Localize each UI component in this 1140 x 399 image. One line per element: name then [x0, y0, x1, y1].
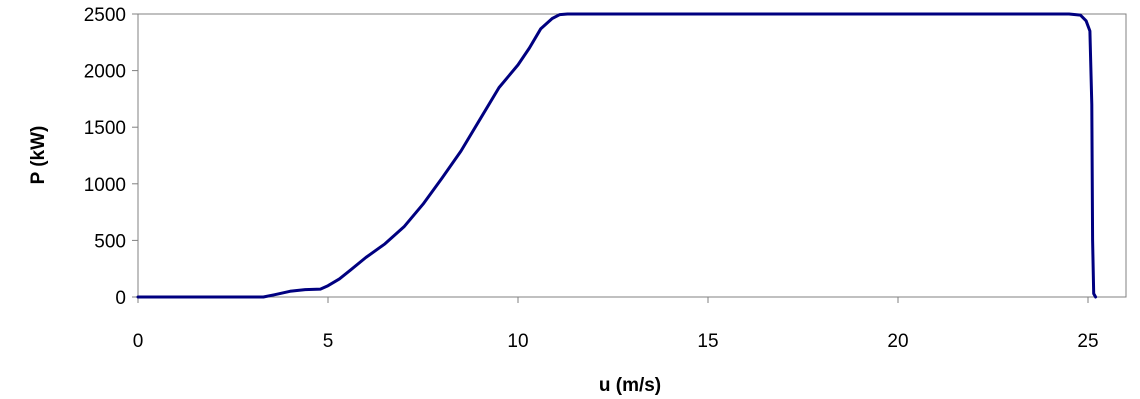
power-curve-line [136, 12, 1098, 299]
y-axis-title: P (kW) [28, 126, 49, 185]
x-tick-label: 25 [1077, 331, 1098, 352]
x-tick-label: 20 [887, 331, 908, 352]
y-tick-label: 1000 [84, 175, 126, 196]
x-axis: 0 5 10 15 20 25 [133, 297, 1099, 352]
y-tick-label: 500 [94, 231, 126, 252]
x-tick-label: 15 [697, 331, 718, 352]
y-tick-label: 0 [115, 288, 126, 309]
plot-area-frame [137, 13, 1127, 298]
x-tick-label: 5 [323, 331, 334, 352]
y-tick-label: 2000 [84, 62, 126, 83]
x-tick-label: 0 [133, 331, 144, 352]
y-tick-label: 2500 [84, 5, 126, 26]
y-tick-label: 1500 [84, 118, 126, 139]
x-tick-label: 10 [507, 331, 528, 352]
y-axis: 0 500 1000 1500 2000 2500 [84, 5, 138, 309]
x-axis-title: u (m/s) [599, 375, 661, 396]
